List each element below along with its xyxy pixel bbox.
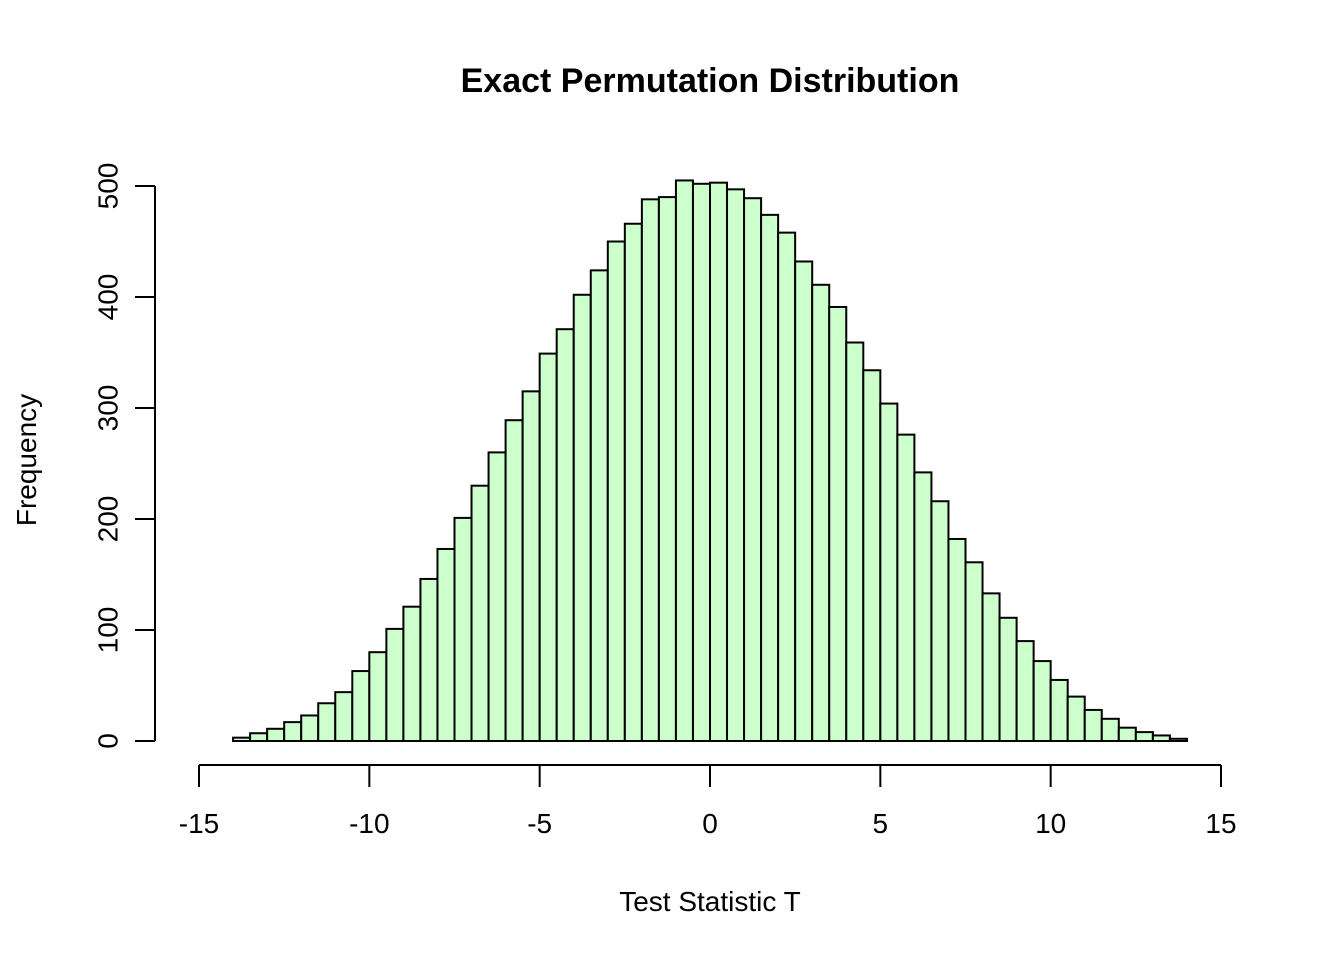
histogram-bar: [266, 727, 286, 742]
histogram-bar: [436, 547, 456, 742]
histogram-bar: [555, 328, 575, 742]
histogram-bar: [930, 500, 950, 742]
y-axis: 0 100 200 300 400 500: [92, 163, 156, 749]
histogram-bar: [538, 352, 558, 742]
histogram-bar: [691, 182, 711, 742]
y-tick-label: 500: [92, 163, 123, 210]
histogram-bar: [1168, 737, 1188, 743]
histogram-bar: [862, 369, 882, 742]
histogram-bar: [351, 670, 371, 743]
histogram-bar: [657, 196, 677, 743]
x-tick-label: 15: [1205, 808, 1236, 839]
histogram-bar: [385, 627, 405, 743]
histogram-bar: [606, 240, 626, 742]
histogram-bar: [1117, 726, 1137, 742]
histogram-bar: [674, 179, 694, 742]
histogram-bar: [453, 516, 473, 743]
chart-title: Exact Permutation Distribution: [461, 62, 960, 100]
histogram-bar: [232, 736, 252, 742]
histogram-bar: [589, 269, 609, 742]
histogram-bar: [317, 702, 337, 743]
histogram-bar: [709, 181, 729, 743]
histogram-bar: [1151, 734, 1171, 743]
histogram-bar: [249, 732, 269, 742]
histogram-bar: [572, 293, 592, 742]
histogram-bar: [1083, 708, 1103, 742]
histogram-bar: [623, 222, 643, 743]
histogram-bar: [1134, 731, 1154, 742]
histogram-bar: [402, 605, 422, 742]
histogram-bar: [726, 188, 746, 742]
x-tick-label: -5: [527, 808, 552, 839]
histogram-bar: [794, 260, 814, 742]
histogram-bar: [828, 305, 848, 742]
histogram-bars: [232, 179, 1188, 743]
y-tick-label: 400: [92, 274, 123, 321]
x-tick-label: 5: [873, 808, 889, 839]
histogram-bar: [640, 198, 660, 742]
histogram-bar: [981, 592, 1001, 742]
histogram-bar: [1032, 660, 1052, 743]
x-tick-label: 10: [1035, 808, 1066, 839]
x-tick-label: -10: [349, 808, 389, 839]
y-axis-label: Frequency: [11, 394, 42, 526]
histogram-bar: [283, 721, 303, 743]
histogram-bar: [777, 231, 797, 742]
histogram-bar: [845, 341, 865, 742]
y-tick-label: 0: [92, 733, 123, 749]
histogram-bar: [504, 419, 524, 742]
y-tick-label: 200: [92, 496, 123, 543]
histogram-bar: [521, 390, 541, 742]
histogram-bar: [487, 451, 507, 742]
histogram-bar: [1066, 695, 1086, 742]
histogram-bar: [368, 651, 388, 743]
histogram-bar: [470, 484, 490, 743]
histogram-bar: [879, 402, 899, 742]
x-tick-label: -15: [179, 808, 219, 839]
histogram-bar: [1100, 717, 1120, 742]
histogram-bar: [1049, 678, 1069, 743]
histogram-bar: [743, 197, 763, 742]
histogram-bar: [913, 471, 933, 742]
histogram-bar: [964, 561, 984, 742]
histogram-bar: [419, 577, 439, 742]
x-tick-label: 0: [702, 808, 718, 839]
x-axis: -15 -10 -5 0 5 10 15: [179, 764, 1237, 839]
histogram-bar: [896, 433, 916, 742]
y-tick-label: 100: [92, 607, 123, 654]
histogram-bar: [300, 714, 320, 742]
x-axis-label: Test Statistic T: [619, 886, 801, 917]
histogram-bar: [334, 691, 354, 742]
histogram-bar: [760, 213, 780, 743]
histogram-bar: [998, 616, 1018, 742]
histogram-bar: [1015, 640, 1035, 742]
histogram-bar: [947, 537, 967, 742]
histogram-bar: [811, 283, 831, 742]
y-tick-label: 300: [92, 385, 123, 432]
